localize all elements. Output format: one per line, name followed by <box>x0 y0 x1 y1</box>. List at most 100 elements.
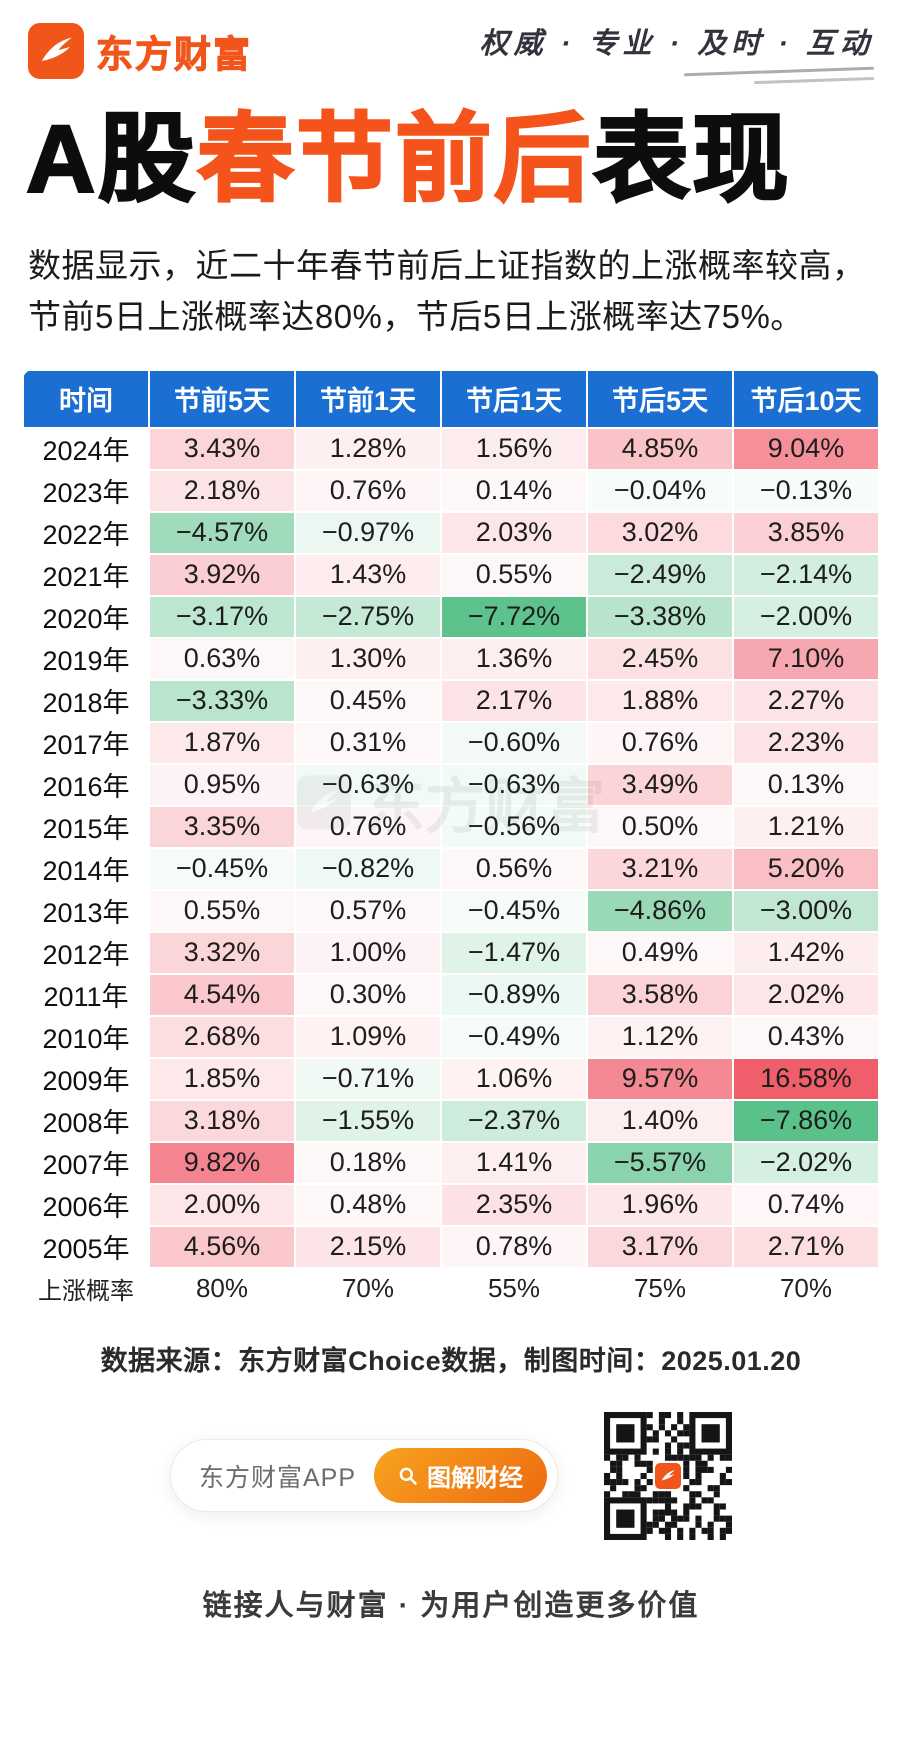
value-cell: 16.58% <box>732 1056 880 1101</box>
table-row: 2006年 2.00% 0.48% 2.35% 1.96% 0.74% <box>22 1182 880 1227</box>
value-cell: 0.76% <box>294 468 442 513</box>
value-cell: 1.41% <box>440 1140 588 1185</box>
value-cell: 1.21% <box>732 804 880 849</box>
value-cell: 0.55% <box>440 552 588 597</box>
value-cell: 2.35% <box>440 1182 588 1227</box>
value-cell: 3.35% <box>148 804 296 849</box>
year-cell: 2013年 <box>22 888 150 933</box>
value-cell: 0.57% <box>294 888 442 933</box>
value-cell: −3.00% <box>732 888 880 933</box>
value-cell: −3.38% <box>586 594 734 639</box>
value-cell: 0.56% <box>440 846 588 891</box>
slogan-text: 权威 · 专业 · 及时 · 互动 <box>479 28 874 60</box>
performance-table-wrap: 时间 节前5天 节前1天 节后1天 节后5天 节后10天 2024年 3.43% 1.28% 1.… <box>22 368 880 1311</box>
value-cell: 0.31% <box>294 720 442 765</box>
summary-label: 上涨概率 <box>22 1266 150 1311</box>
value-cell: 9.57% <box>586 1056 734 1101</box>
value-cell: 3.21% <box>586 846 734 891</box>
year-cell: 2005年 <box>22 1224 150 1269</box>
title-part-2: 春节前后 <box>196 105 594 215</box>
value-cell: −2.49% <box>586 552 734 597</box>
value-cell: −4.57% <box>148 510 296 555</box>
page-title: A股春节前后表现 <box>0 92 902 220</box>
value-cell: 3.43% <box>148 426 296 471</box>
table-row: 2011年 4.54% 0.30% −0.89% 3.58% 2.02% <box>22 972 880 1017</box>
value-cell: 0.48% <box>294 1182 442 1227</box>
table-row: 2008年 3.18% −1.55% −2.37% 1.40% −7.86% <box>22 1098 880 1143</box>
table-row: 2021年 3.92% 1.43% 0.55% −2.49% −2.14% <box>22 552 880 597</box>
year-cell: 2015年 <box>22 804 150 849</box>
value-cell: −0.60% <box>440 720 588 765</box>
table-row: 2013年 0.55% 0.57% −0.45% −4.86% −3.00% <box>22 888 880 933</box>
value-cell: −2.02% <box>732 1140 880 1185</box>
value-cell: 0.74% <box>732 1182 880 1227</box>
slogan: 权威 · 专业 · 及时 · 互动 <box>479 20 875 85</box>
qr-center-logo-icon <box>653 1460 684 1491</box>
value-cell: 3.92% <box>148 552 296 597</box>
year-cell: 2019年 <box>22 636 150 681</box>
value-cell: 1.85% <box>148 1056 296 1101</box>
value-cell: 1.36% <box>440 636 588 681</box>
value-cell: 1.00% <box>294 930 442 975</box>
value-cell: −0.13% <box>732 468 880 513</box>
table-row: 2007年 9.82% 0.18% 1.41% −5.57% −2.02% <box>22 1140 880 1185</box>
value-cell: 2.03% <box>440 510 588 555</box>
slogan-underline-stroke <box>684 66 874 77</box>
value-cell: 1.09% <box>294 1014 442 1059</box>
value-cell: 0.30% <box>294 972 442 1017</box>
value-cell: −0.45% <box>148 846 296 891</box>
value-cell: −2.00% <box>732 594 880 639</box>
value-cell: −0.63% <box>294 762 442 807</box>
value-cell: 2.27% <box>732 678 880 723</box>
value-cell: −1.55% <box>294 1098 442 1143</box>
value-cell: −0.82% <box>294 846 442 891</box>
year-cell: 2014年 <box>22 846 150 891</box>
cta-row: 东方财富APP 图解财经 <box>0 1411 902 1540</box>
title-part-1: A股 <box>25 105 198 215</box>
year-cell: 2007年 <box>22 1140 150 1185</box>
value-cell: −7.86% <box>732 1098 880 1143</box>
value-cell: 1.96% <box>586 1182 734 1227</box>
table-header-row: 时间 节前5天 节前1天 节后1天 节后5天 节后10天 <box>22 368 880 429</box>
year-cell: 2022年 <box>22 510 150 555</box>
title-part-3: 表现 <box>592 105 792 215</box>
value-cell: 7.10% <box>732 636 880 681</box>
value-cell: 3.49% <box>586 762 734 807</box>
value-cell: 0.76% <box>586 720 734 765</box>
value-cell: 2.68% <box>148 1014 296 1059</box>
tujie-caijing-button[interactable]: 图解财经 <box>374 1448 548 1504</box>
column-header: 节前1天 <box>294 368 442 429</box>
year-cell: 2021年 <box>22 552 150 597</box>
table-row: 2020年 −3.17% −2.75% −7.72% −3.38% −2.00% <box>22 594 880 639</box>
app-label: 东方财富APP <box>198 1463 357 1492</box>
value-cell: 0.63% <box>148 636 296 681</box>
value-cell: 4.54% <box>148 972 296 1017</box>
value-cell: 4.85% <box>586 426 734 471</box>
year-cell: 2012年 <box>22 930 150 975</box>
value-cell: −5.57% <box>586 1140 734 1185</box>
value-cell: −3.33% <box>148 678 296 723</box>
year-cell: 2010年 <box>22 1014 150 1059</box>
value-cell: 9.04% <box>732 426 880 471</box>
value-cell: 3.17% <box>586 1224 734 1269</box>
value-cell: 0.95% <box>148 762 296 807</box>
summary-value: 75% <box>586 1266 734 1311</box>
table-row: 2005年 4.56% 2.15% 0.78% 3.17% 2.71% <box>22 1224 880 1269</box>
summary-value: 55% <box>440 1266 588 1311</box>
value-cell: 3.02% <box>586 510 734 555</box>
app-button-label: 图解财经 <box>427 1465 524 1493</box>
value-cell: 0.50% <box>586 804 734 849</box>
value-cell: 3.85% <box>732 510 880 555</box>
year-cell: 2008年 <box>22 1098 150 1143</box>
column-header: 节后5天 <box>586 368 734 429</box>
year-cell: 2023年 <box>22 468 150 513</box>
top-bar: 东方财富 权威 · 专业 · 及时 · 互动 <box>0 0 902 92</box>
value-cell: 0.45% <box>294 678 442 723</box>
summary-value: 70% <box>732 1266 880 1311</box>
table-row: 2023年 2.18% 0.76% 0.14% −0.04% −0.13% <box>22 468 880 513</box>
table-row: 2010年 2.68% 1.09% −0.49% 1.12% 0.43% <box>22 1014 880 1059</box>
table-row: 2012年 3.32% 1.00% −1.47% 0.49% 1.42% <box>22 930 880 975</box>
value-cell: −2.37% <box>440 1098 588 1143</box>
value-cell: 0.49% <box>586 930 734 975</box>
app-pill[interactable]: 东方财富APP 图解财经 <box>169 1439 559 1513</box>
